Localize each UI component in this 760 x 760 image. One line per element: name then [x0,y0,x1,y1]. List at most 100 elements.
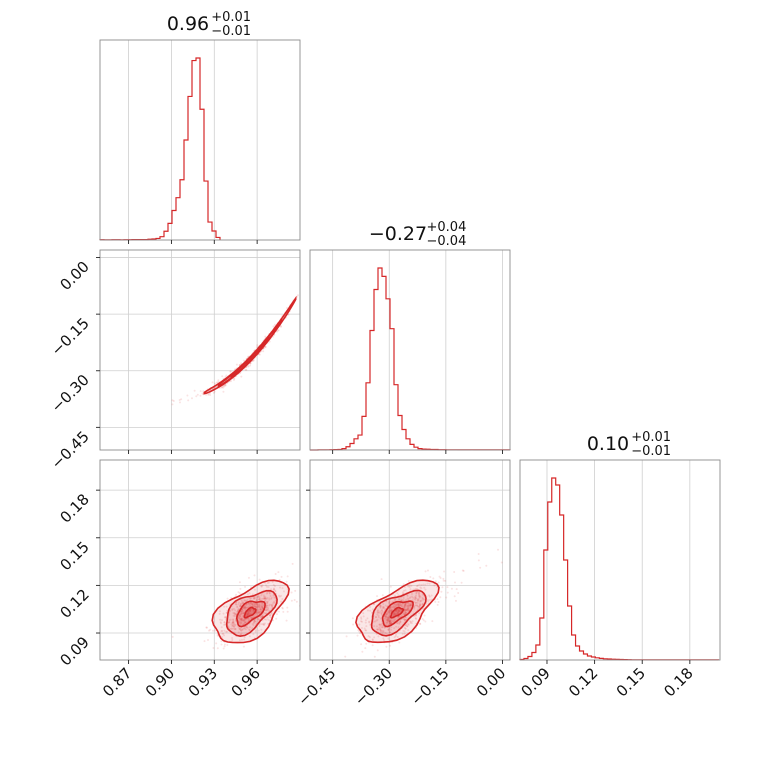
scatter-point [281,607,284,610]
scatter-point [404,627,407,630]
scatter-point [389,620,392,623]
title-median: 0.10 [587,433,629,455]
scatter-point [273,585,276,588]
scatter-point [431,620,434,623]
scatter-point [241,609,244,612]
scatter-point [381,626,384,629]
scatter-point [406,597,409,600]
scatter-point [385,645,388,648]
scatter-point [398,641,401,644]
x-tick-label-param-2: 0.18 [660,664,696,700]
scatter-point [234,613,237,616]
scatter-point [238,617,241,620]
scatter-point [434,580,437,583]
scatter-point [269,594,272,597]
scatter-point [265,598,268,601]
scatter-point [247,613,250,616]
scatter-point [246,612,249,615]
scatter-point [285,619,288,622]
scatter-point [344,552,346,554]
scatter-point [258,598,261,601]
scatter-point [269,613,272,616]
scatter-point [216,647,219,650]
histogram-param-2 [519,477,720,661]
scatter-point [238,592,241,595]
scatter-point [239,613,242,616]
x-tick-label-param-1: 0.00 [473,664,509,700]
scatter-point [229,618,232,621]
scatter-point [416,601,419,604]
scatter-point [231,624,234,627]
scatter-point [424,620,427,623]
scatter-point [224,384,227,387]
scatter-point [247,618,250,621]
scatter-point [220,643,223,646]
scatter-point [381,605,384,608]
scatter-point [397,626,400,629]
scatter-point [388,614,391,617]
scatter-point [359,632,362,635]
scatter-point [232,619,235,622]
scatter-point [252,609,255,612]
scatter-point [250,597,253,600]
scatter-point [376,595,379,598]
scatter-point [231,627,234,630]
scatter-point [389,610,392,613]
scatter-point [293,598,296,601]
scatter-point [414,601,417,604]
scatter-point [388,622,391,625]
scatter-point [422,597,425,600]
scatter-point [388,631,391,634]
scatter-point [244,621,247,624]
scatter-point [251,603,254,606]
scatter-point [242,619,245,622]
scatter-point [268,598,271,601]
scatter-point [399,619,402,622]
scatter-point [442,579,445,582]
scatter-point [403,609,406,612]
scatter-point [408,604,411,607]
scatter-point [232,624,235,627]
scatter-point [393,606,396,609]
scatter-point [255,611,258,614]
scatter-point [235,612,238,615]
x-tick-label-param-0: 0.93 [185,664,221,700]
scatter-point [414,617,417,620]
scatter-point [386,617,389,620]
scatter-point [249,597,252,600]
scatter-point [404,611,407,614]
scatter-point [258,611,261,614]
scatter-point [421,602,424,605]
scatter-point [228,619,231,622]
scatter-point [253,574,256,577]
scatter-point [390,606,393,609]
scatter-point [388,601,391,604]
scatter-point [407,608,410,611]
scatter-point [258,604,261,607]
scatter-point [259,608,262,611]
scatter-point [261,615,264,618]
scatter-point [418,604,421,607]
scatter-point [196,393,199,396]
scatter-point [261,607,264,610]
scatter-point [233,611,236,614]
scatter-point [445,596,448,599]
scatter-point [391,620,394,623]
scatter-point [379,605,382,608]
scatter-point [260,610,263,613]
scatter-point [223,621,226,624]
scatter-point [220,630,223,633]
scatter-point [414,614,417,617]
scatter-point [428,582,431,585]
scatter-point [266,596,269,599]
scatter-point [257,611,260,614]
scatter-point [238,364,241,367]
scatter-point [237,603,240,606]
scatter-point [263,622,266,625]
scatter-point [405,602,408,605]
scatter-point [239,629,242,632]
scatter-point [241,618,244,621]
scatter-point [397,615,400,618]
scatter-point [454,581,457,584]
scatter-point [215,381,218,384]
